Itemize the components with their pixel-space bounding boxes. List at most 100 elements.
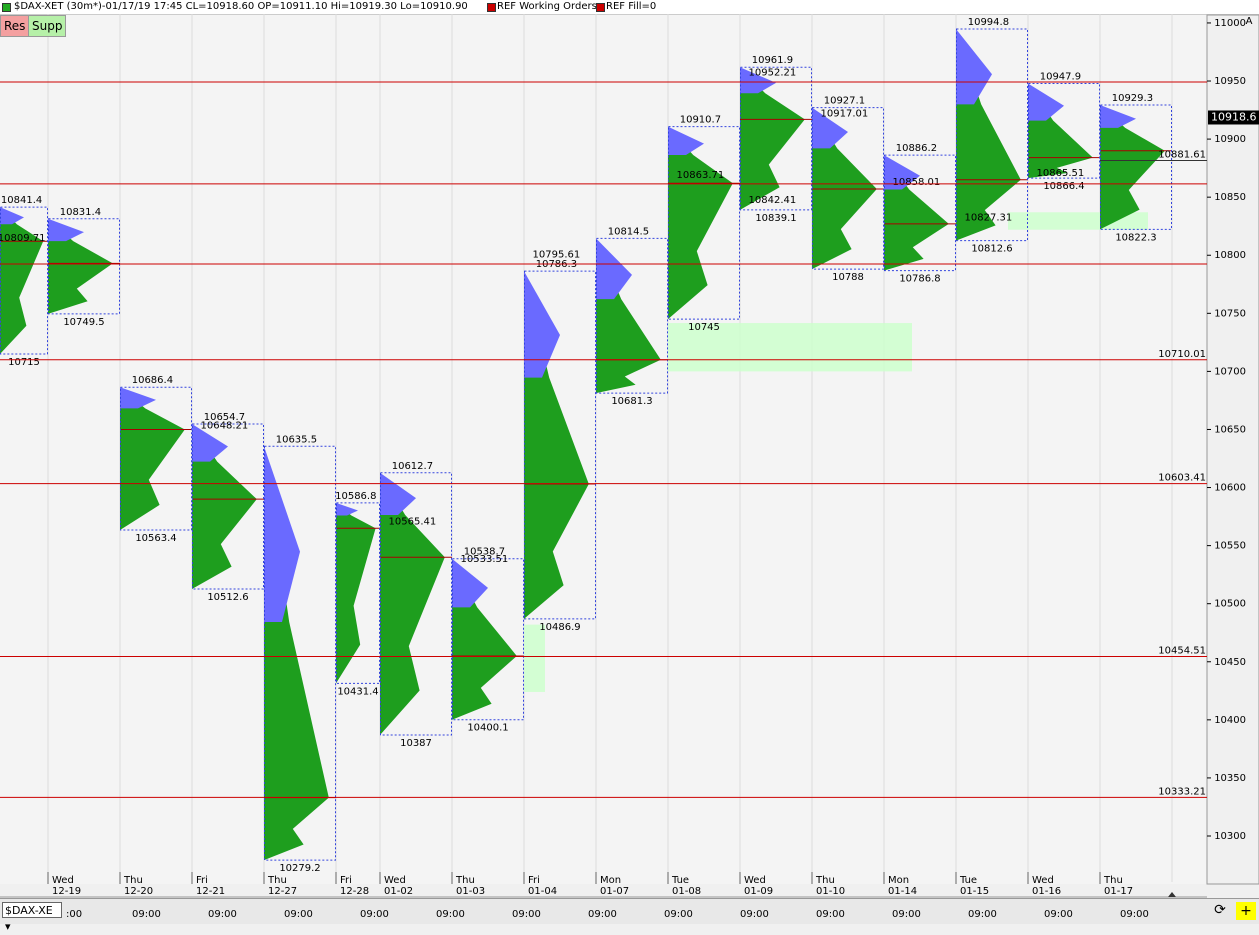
session-high-label: 10994.8	[968, 17, 1009, 28]
x-date-label: 12-27	[268, 886, 297, 897]
time-label: 09:00	[892, 909, 921, 920]
session-box	[264, 445, 336, 861]
session-box	[1100, 104, 1172, 230]
session-high-label: 10927.1	[824, 96, 865, 107]
session-box	[1028, 82, 1100, 179]
session-low-label: 10279.2	[279, 863, 320, 874]
orders-label[interactable]: REF Working Orders	[497, 1, 597, 12]
session-box	[740, 66, 812, 211]
session-high-label: 10612.7	[392, 461, 433, 472]
profile-tail	[956, 28, 992, 105]
x-day-name: Fri	[196, 875, 208, 886]
session-note: 10863.71	[677, 170, 725, 181]
level-label: 10710.01	[1158, 349, 1206, 360]
last-price-label: 10918.6	[1211, 110, 1257, 123]
session-high-label: 10686.4	[132, 375, 173, 386]
session-note: 10865.51	[1037, 168, 1085, 179]
res-button[interactable]: Res	[0, 15, 30, 37]
symbol-select[interactable]: $DAX-XE ▾	[2, 902, 62, 933]
refresh-icon[interactable]: ⟳	[1214, 902, 1226, 918]
profile-value-area	[120, 387, 185, 531]
session-high-label: 10586.8	[335, 491, 376, 502]
session-note: 10809.71	[0, 233, 45, 244]
session-low-label: 10745	[688, 322, 720, 333]
fill-label[interactable]: REF Fill=0	[606, 1, 657, 12]
time-label: :00	[66, 909, 83, 920]
session-high-label: 10929.3	[1112, 93, 1153, 104]
supp-button[interactable]: Supp	[28, 15, 67, 37]
profile-value-area	[668, 126, 733, 320]
session-high-label: 10961.9	[752, 55, 793, 66]
x-date-label: 01-15	[960, 886, 989, 897]
time-label: 09:00	[588, 909, 617, 920]
plot-area	[0, 15, 1207, 884]
session-low-label: 10822.3	[1115, 232, 1156, 243]
x-day-name: Thu	[815, 875, 835, 886]
session-low-label: 10786.8	[899, 274, 940, 285]
profile-value-area	[192, 424, 257, 590]
x-day-name: Thu	[267, 875, 287, 886]
session-box	[596, 237, 668, 394]
y-tick-label: 10950	[1214, 76, 1246, 87]
session-low-label: 10839.1	[755, 213, 796, 224]
y-tick-label: 10750	[1214, 308, 1246, 319]
profile-value-area	[264, 446, 329, 861]
session-low-label: 10866.4	[1043, 181, 1084, 192]
session-high-label: 10831.4	[60, 207, 101, 218]
session-box	[0, 206, 48, 355]
icon	[2, 3, 11, 12]
session-low-label: 10681.3	[611, 396, 652, 407]
session-high-label: 10814.5	[608, 226, 649, 237]
session-note: 10648.21	[201, 421, 249, 432]
profile-value-area	[336, 502, 376, 684]
y-tick-label: 10650	[1214, 424, 1246, 435]
x-date-label: 01-04	[528, 886, 557, 897]
x-date-label: 01-07	[600, 886, 629, 897]
icon	[596, 3, 605, 12]
x-day-name: Mon	[888, 875, 909, 886]
profile-tail	[0, 207, 24, 225]
x-date-label: 01-02	[384, 886, 413, 897]
session-low-label: 10749.5	[63, 317, 104, 328]
time-label: 09:00	[360, 909, 389, 920]
session-box	[192, 423, 264, 590]
session-box	[812, 107, 884, 270]
x-day-name: Wed	[384, 875, 406, 886]
profile-tail	[524, 271, 560, 378]
session-low-label: 10400.1	[467, 723, 508, 734]
session-high-label: 10635.5	[276, 434, 317, 445]
x-day-name: Wed	[744, 875, 766, 886]
x-day-name: Wed	[1032, 875, 1054, 886]
profile-value-area	[48, 218, 113, 314]
x-day-name: Fri	[528, 875, 540, 886]
session-note: 10858.01	[893, 177, 941, 188]
session-low-label: 10387	[400, 738, 432, 749]
level-label: 10603.41	[1158, 473, 1206, 484]
session-note: 10952.21	[749, 67, 797, 78]
time-label: 09:00	[436, 909, 465, 920]
profile-tail	[668, 126, 704, 155]
profile-value-area	[380, 472, 445, 735]
session-low-label: 10812.6	[971, 244, 1012, 255]
session-note: 10827.31	[965, 213, 1013, 224]
x-date-label: 01-14	[888, 886, 917, 897]
time-label: 09:00	[664, 909, 693, 920]
add-button[interactable]: +	[1236, 902, 1256, 920]
session-high-label: 10786.3	[536, 259, 577, 270]
session-high-label: 10654.7	[204, 412, 245, 423]
y-tick-label: 10600	[1214, 483, 1246, 494]
session-high-label: 10910.7	[680, 115, 721, 126]
x-day-name: Tue	[671, 875, 689, 886]
session-low-label: 10788	[832, 272, 864, 283]
header: $DAX-XET (30m*)-01/17/19 17:45 CL=10918.…	[0, 0, 1259, 15]
x-date-label: 12-21	[196, 886, 225, 897]
session-box	[380, 472, 452, 736]
support-zone	[524, 624, 545, 692]
x-date-label: 01-10	[816, 886, 845, 897]
x-date-label: 01-16	[1032, 886, 1061, 897]
y-tick-label: 11000	[1214, 18, 1246, 29]
profile-tail	[452, 558, 488, 608]
level-label: 10333.21	[1158, 786, 1206, 797]
session-note: 10917.01	[821, 108, 869, 119]
